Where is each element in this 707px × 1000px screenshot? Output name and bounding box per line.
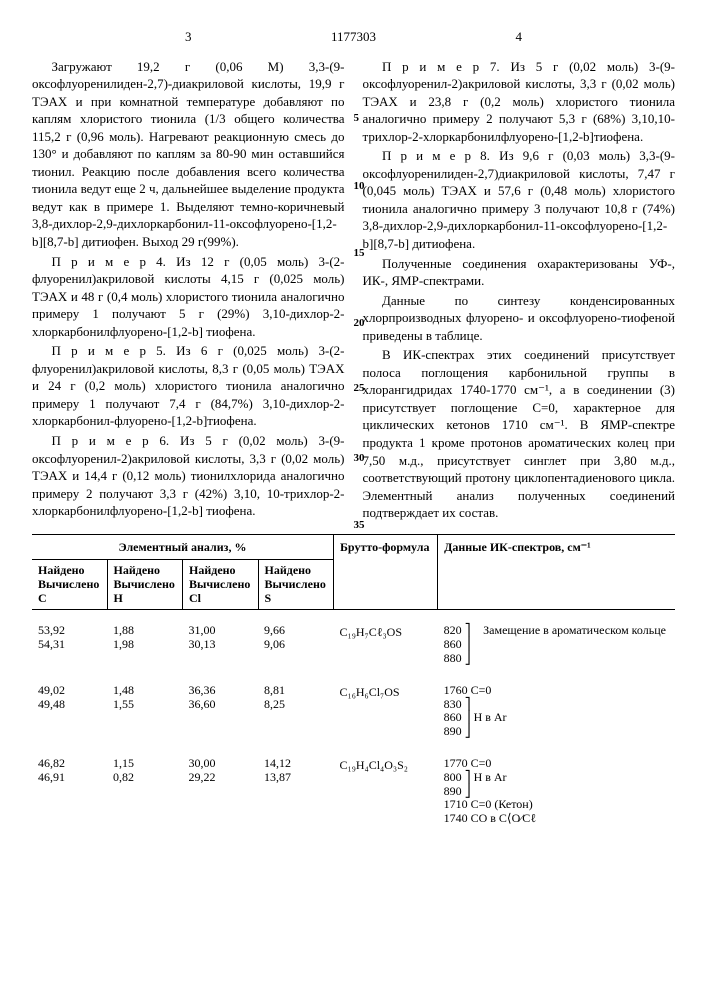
col-header-c: Найдено Вычислено C — [32, 559, 107, 609]
cell: 46,82 — [38, 756, 65, 770]
col-header-brutto: Брутто-формула — [334, 534, 438, 610]
cell: 49,02 — [38, 683, 65, 697]
ir-line: 1710 C=0 (Кетон) — [444, 797, 533, 811]
paragraph: Данные по синтезу конденсированных хлорп… — [363, 292, 676, 345]
line-marker: 35 — [354, 520, 365, 531]
cell: 49,48 — [38, 697, 65, 711]
right-column: П р и м е р 7. Из 5 г (0,02 моль) 3-(9-о… — [363, 58, 676, 524]
cell-brutto: C₁₆H₆Cl₇OS — [334, 670, 438, 743]
ir-line: 860 ⎥ H в Ar — [444, 710, 507, 724]
cell: 9,06 — [264, 637, 285, 651]
cell: 8,25 — [264, 697, 285, 711]
paragraph: П р и м е р 6. Из 5 г (0,02 моль) 3-(9-о… — [32, 432, 345, 520]
cell-brutto: C₁₉H₄Cl₄O₃S₂ — [334, 743, 438, 830]
line-marker: 5 — [354, 113, 360, 124]
ir-line: 1760 C=0 — [444, 683, 492, 697]
cell: 29,22 — [189, 770, 216, 784]
col-header-ir: Данные ИК-спектров, см⁻¹ — [438, 534, 675, 610]
line-marker: 25 — [354, 383, 365, 394]
cell: 0,82 — [113, 770, 134, 784]
ir-line: 890 ⎦ — [444, 724, 471, 738]
col-header-h: Найдено Вычислено H — [107, 559, 183, 609]
col-number-left: 3 — [185, 28, 192, 46]
cell: 54,31 — [38, 637, 65, 651]
two-column-text: Загружают 19,2 г (0,06 М) 3,3-(9-оксофлу… — [32, 58, 675, 524]
table-row: 46,8246,91 1,150,82 30,0029,22 14,1213,8… — [32, 743, 675, 830]
table-row: 53,9254,31 1,881,98 31,0030,13 9,669,06 … — [32, 610, 675, 669]
cell: 1,55 — [113, 697, 134, 711]
ir-value: 880 — [444, 651, 462, 665]
line-marker: 30 — [354, 453, 365, 464]
cell: 1,48 — [113, 683, 134, 697]
ir-value: 860 — [444, 637, 462, 651]
table-row: 49,0249,48 1,481,55 36,3636,60 8,818,25 … — [32, 670, 675, 743]
ir-line: 1770 C=0 — [444, 756, 492, 770]
cell: 31,00 — [189, 623, 216, 637]
line-marker: 10 — [354, 181, 365, 192]
cell: 1,15 — [113, 756, 134, 770]
paragraph: Полученные соединения охарактеризованы У… — [363, 255, 676, 290]
cell: 53,92 — [38, 623, 65, 637]
ir-value: 820 — [444, 623, 462, 637]
paragraph: Загружают 19,2 г (0,06 М) 3,3-(9-оксофлу… — [32, 58, 345, 251]
cell: 46,91 — [38, 770, 65, 784]
page-number: 1177303 — [32, 28, 675, 46]
analysis-table: Элементный анализ, % Брутто-формула Данн… — [32, 534, 675, 830]
line-marker: 20 — [354, 318, 365, 329]
paragraph: В ИК-спектрах этих соединений присутству… — [363, 346, 676, 521]
cell: 30,00 — [189, 756, 216, 770]
cell: 14,12 — [264, 756, 291, 770]
paragraph: П р и м е р 7. Из 5 г (0,02 моль) 3-(9-о… — [363, 58, 676, 146]
cell-brutto: C₁₉H₇Cℓ₃OS — [334, 610, 438, 669]
cell: 30,13 — [189, 637, 216, 651]
cell: 1,88 — [113, 623, 134, 637]
group-header: Элементный анализ, % — [32, 534, 334, 559]
col-header-s: Найдено Вычислено S — [258, 559, 334, 609]
paragraph: П р и м е р 5. Из 6 г (0,025 моль) 3-(2-… — [32, 342, 345, 430]
cell: 9,66 — [264, 623, 285, 637]
col-header-cl: Найдено Вычислено Cl — [183, 559, 259, 609]
left-column: Загружают 19,2 г (0,06 М) 3,3-(9-оксофлу… — [32, 58, 345, 524]
ir-line: 890 ⎦ — [444, 784, 471, 798]
ir-line: 800 ⎤ H в Ar — [444, 770, 507, 784]
cell: 36,36 — [189, 683, 216, 697]
paragraph: П р и м е р 4. Из 12 г (0,05 моль) 3-(2-… — [32, 253, 345, 341]
col-number-right: 4 — [516, 28, 523, 46]
ir-note: Замещение в ароматическом кольце — [477, 610, 675, 669]
paragraph: П р и м е р 8. Из 9,6 г (0,03 моль) 3,3-… — [363, 147, 676, 252]
cell: 36,60 — [189, 697, 216, 711]
ir-line: 1740 CO в C⟨O⁄Cℓ — [444, 811, 536, 825]
ir-line: 830 ⎤ — [444, 697, 471, 711]
cell: 13,87 — [264, 770, 291, 784]
line-marker: 15 — [354, 248, 365, 259]
cell: 1,98 — [113, 637, 134, 651]
cell: 8,81 — [264, 683, 285, 697]
